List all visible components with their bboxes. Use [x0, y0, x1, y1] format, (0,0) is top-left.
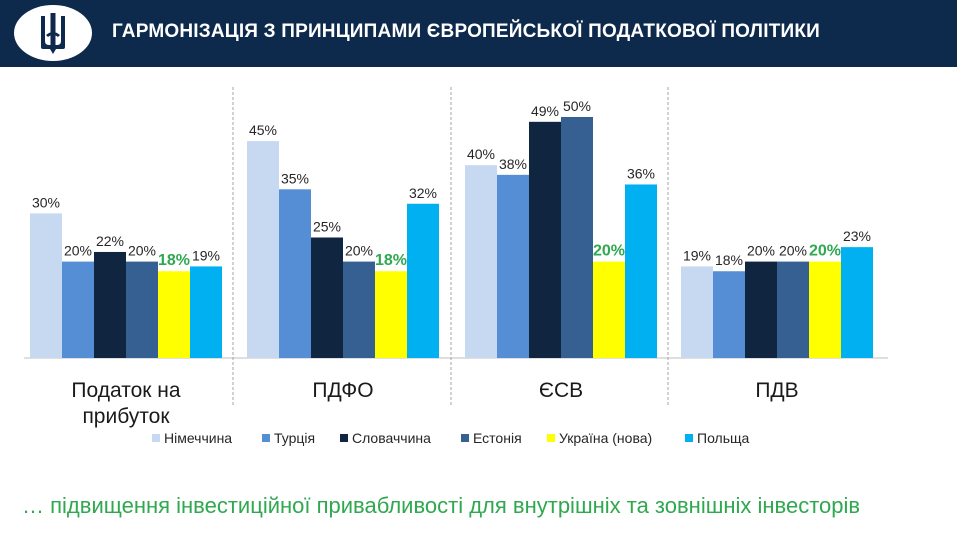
- bar-0-0: [30, 213, 62, 358]
- data-label: 49%: [531, 103, 559, 119]
- bar-3-2: [745, 261, 777, 358]
- bar-0-2: [94, 251, 126, 358]
- data-label: 20%: [64, 243, 92, 259]
- bar-3-0: [681, 266, 713, 358]
- legend-label: Україна (нова): [559, 430, 652, 446]
- bar-2-4: [593, 261, 625, 358]
- bar-0-5: [190, 266, 222, 358]
- data-label: 22%: [96, 233, 124, 249]
- bar-1-2: [311, 237, 343, 358]
- page-title: ГАРМОНІЗАЦІЯ З ПРИНЦИПАМИ ЄВРОПЕЙСЬКОЇ П…: [112, 21, 821, 42]
- chart-legend: Німеччина Турція Словаччина Естонія Україна …: [152, 430, 750, 446]
- category-label: ЄСВ: [539, 379, 583, 402]
- bar-1-3: [343, 261, 375, 358]
- data-label: 35%: [281, 170, 309, 186]
- data-label: 50%: [563, 98, 591, 114]
- legend-label: Німеччина: [164, 430, 232, 446]
- data-label: 19%: [683, 247, 711, 263]
- legend-swatch: [262, 434, 270, 442]
- data-label: 18%: [158, 252, 190, 269]
- footer-message: … підвищення інвестиційної привабливості…: [22, 493, 861, 518]
- bar-2-0: [465, 165, 497, 358]
- legend-swatch: [340, 434, 348, 442]
- bar-1-5: [407, 203, 439, 358]
- bar-1-0: [247, 141, 279, 358]
- legend-label: Словаччина: [352, 430, 431, 446]
- data-label: 30%: [32, 194, 60, 210]
- data-label: 20%: [128, 243, 156, 259]
- data-label: 45%: [249, 122, 277, 138]
- bar-0-4: [158, 271, 190, 358]
- data-label: 20%: [345, 243, 373, 259]
- data-label: 32%: [409, 185, 437, 201]
- data-label: 20%: [747, 243, 775, 259]
- bar-3-5: [841, 247, 873, 358]
- data-label: 36%: [627, 165, 655, 181]
- plot-area: 30%20%22%20%18% 19%Податок на прибуток45%3…: [24, 87, 888, 428]
- legend-label: Естонія: [473, 430, 522, 446]
- bar-2-2: [529, 121, 561, 358]
- trident-emblem-icon: [14, 5, 92, 61]
- bar-3-1: [713, 271, 745, 358]
- data-label: 20%: [593, 243, 625, 260]
- bar-2-3: [561, 117, 593, 358]
- data-label: 18%: [715, 252, 743, 268]
- data-label: 40%: [467, 146, 495, 162]
- data-label: 20%: [809, 243, 841, 260]
- category-label: Податок на прибуток: [71, 379, 180, 428]
- bar-2-1: [497, 174, 529, 358]
- bar-0-3: [126, 261, 158, 358]
- tax-rates-bar-chart: 30%20%22%20%18% 19%Податок на прибуток45%3…: [24, 87, 888, 446]
- data-label: 38%: [499, 156, 527, 172]
- legend-swatch: [685, 434, 693, 442]
- legend-label: Турція: [274, 430, 315, 446]
- legend-swatch: [461, 434, 469, 442]
- data-label: 19%: [192, 247, 220, 263]
- bar-3-3: [777, 261, 809, 358]
- category-label: ПДФО: [312, 379, 373, 402]
- data-label: 18%: [375, 252, 407, 269]
- data-label: 20%: [779, 243, 807, 259]
- data-label: 23%: [843, 228, 871, 244]
- bar-3-4: [809, 261, 841, 358]
- category-label: ПДВ: [755, 379, 798, 402]
- data-label: 25%: [313, 219, 341, 235]
- legend-label: Польща: [697, 430, 750, 446]
- legend-swatch: [547, 434, 555, 442]
- legend-swatch: [152, 434, 160, 442]
- header-bar: ГАРМОНІЗАЦІЯ З ПРИНЦИПАМИ ЄВРОПЕЙСЬКОЇ П…: [0, 0, 957, 67]
- bar-1-1: [279, 189, 311, 358]
- bar-1-4: [375, 271, 407, 358]
- bar-2-5: [625, 184, 657, 358]
- bar-0-1: [62, 261, 94, 358]
